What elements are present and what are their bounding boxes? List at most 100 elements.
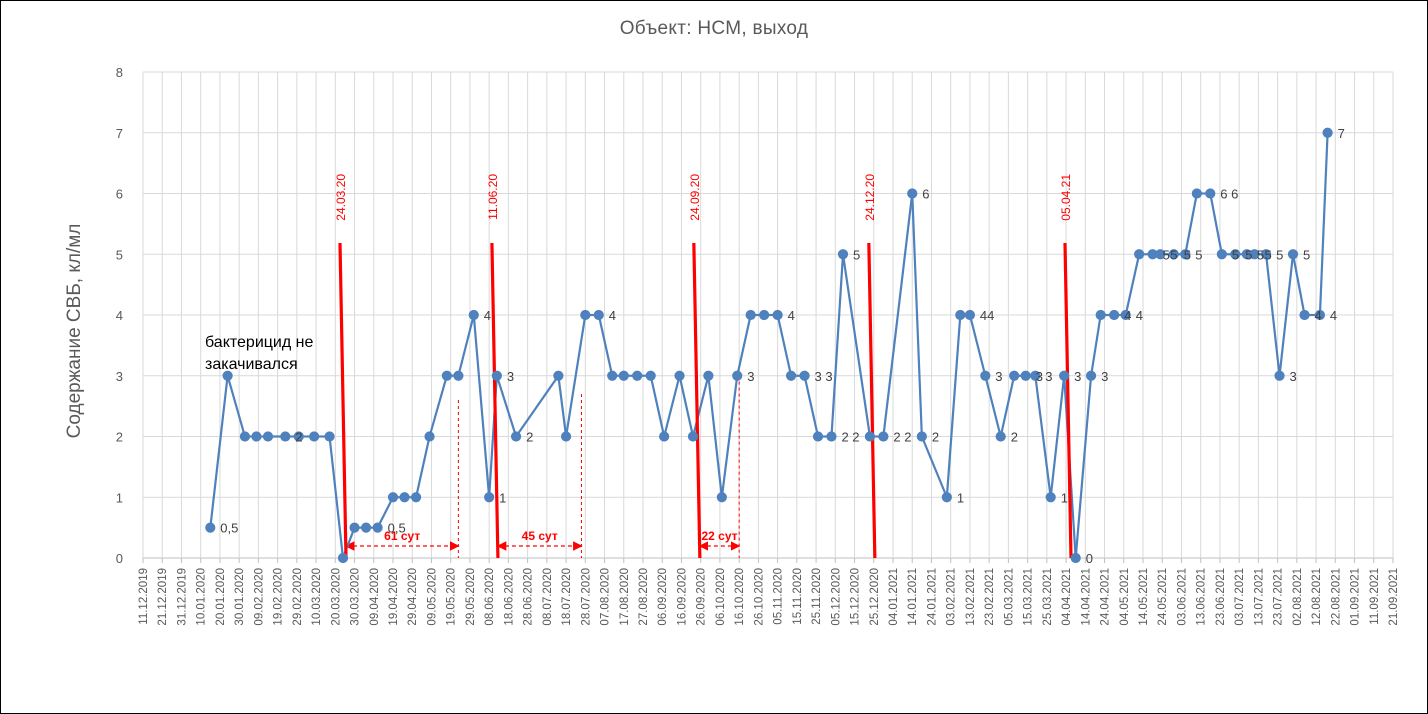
data-point (441, 370, 452, 381)
series-segment (1074, 375, 1093, 559)
x-tick-label: 01.09.2021 (1350, 568, 1362, 626)
series-segment (830, 254, 845, 437)
series-segment (999, 375, 1016, 437)
data-point (785, 370, 797, 381)
x-tick-label: 10.01.2020 (196, 568, 208, 626)
x-tick-label: 11.09.2021 (1369, 568, 1381, 625)
x-tick-label: 19.05.2020 (446, 568, 458, 626)
x-tick-label: 09.04.2020 (369, 568, 381, 626)
series-segment (457, 314, 475, 377)
data-point (955, 309, 966, 321)
x-tick-label: 15.11.2020 (792, 568, 804, 625)
data-label: 4 (788, 308, 795, 323)
data-label: 5 (1276, 247, 1283, 262)
data-label: 5 (1265, 247, 1272, 262)
data-point (1155, 249, 1166, 260)
data-point (645, 370, 656, 381)
x-tick-label: 25.11.2020 (811, 568, 823, 625)
data-point (812, 431, 824, 442)
series-segment (945, 314, 962, 498)
data-label: 3 (1036, 369, 1043, 384)
data-point (1109, 309, 1120, 321)
x-tick-label: 29.02.2020 (292, 568, 304, 626)
treatment-marker-line (692, 242, 702, 559)
data-label: 0,5 (388, 521, 406, 536)
treatment-marker-label: 05.04.21 (1059, 174, 1073, 221)
x-tick-label: 22.08.2021 (1330, 568, 1342, 626)
series-segment (663, 375, 681, 437)
series-line (209, 132, 1329, 559)
data-label: 3 (507, 369, 514, 384)
series-segment (1278, 254, 1295, 376)
data-point (1216, 249, 1227, 260)
y-tick-label: 2 (116, 430, 123, 445)
data-label: 44 (980, 308, 994, 323)
data-label: 4 (1136, 308, 1143, 323)
data-point (399, 492, 410, 503)
data-point (205, 522, 216, 533)
x-tick-label: 04.01.2021 (888, 568, 900, 626)
data-point (468, 309, 479, 321)
series-segment (564, 314, 587, 437)
y-tick-label: 3 (116, 369, 123, 384)
treatment-marker-line (490, 242, 500, 559)
treatment-marker-label: 11.06.20 (486, 174, 500, 220)
data-point (1191, 188, 1202, 199)
x-tick-label: 19.02.2020 (273, 568, 285, 626)
data-point (1009, 370, 1020, 381)
x-tick-label: 05.11.2020 (773, 568, 785, 625)
data-point (1260, 249, 1272, 260)
series-segment (472, 314, 491, 498)
data-label: 4 (484, 308, 491, 323)
data-point (1274, 370, 1285, 381)
data-label: 5 (1232, 247, 1239, 262)
data-point (1205, 188, 1216, 199)
data-point (262, 431, 274, 442)
annotation-line-1: бактерицид не (205, 334, 313, 351)
data-point (772, 309, 783, 321)
x-tick-label: 13.02.2021 (965, 568, 977, 626)
x-tick-label: 03.06.2021 (1176, 568, 1188, 626)
data-label: 1 (957, 490, 964, 505)
x-tick-label: 23.07.2021 (1273, 568, 1285, 626)
x-tick-label: 03.02.2021 (946, 568, 958, 626)
data-point (580, 309, 591, 321)
y-ticks: 0 1 2 3 4 5 6 7 8 (116, 65, 123, 566)
x-tick-label: 07.08.2020 (600, 568, 612, 626)
data-label: 2 (1011, 430, 1018, 445)
data-point (309, 431, 320, 442)
data-label: 7 (1338, 126, 1345, 141)
data-point (1059, 370, 1070, 381)
data-point (878, 431, 889, 442)
x-tick-label: 21.09.2021 (1388, 568, 1400, 626)
data-point (1230, 249, 1241, 260)
data-point (1030, 370, 1041, 381)
data-point (916, 431, 927, 442)
data-point (324, 431, 335, 442)
x-tick-label: 04.04.2021 (1061, 568, 1073, 626)
data-point (337, 552, 349, 564)
series-segment (1184, 193, 1198, 255)
series-segment (736, 314, 752, 376)
data-label: 3 (1074, 369, 1081, 384)
data-point (703, 370, 714, 381)
x-tick-label: 03.07.2021 (1234, 568, 1246, 626)
data-point (837, 249, 849, 260)
x-tick-label: 06.09.2020 (657, 568, 669, 626)
series-segment (209, 375, 229, 528)
x-tick-label: 16.09.2020 (676, 568, 688, 626)
data-point (1120, 309, 1131, 321)
y-tick-label: 5 (116, 247, 123, 262)
data-point (491, 370, 502, 381)
data-label: 4 (1315, 308, 1322, 323)
data-point (632, 370, 643, 381)
series-segment (707, 375, 723, 498)
data-point (995, 431, 1006, 442)
data-point (293, 431, 304, 442)
annotation-line-2: закачивался (205, 356, 298, 373)
data-point (1287, 249, 1299, 260)
x-tick-label: 11.12.2019 (138, 568, 150, 625)
x-tick-label: 12.08.2021 (1311, 568, 1323, 626)
